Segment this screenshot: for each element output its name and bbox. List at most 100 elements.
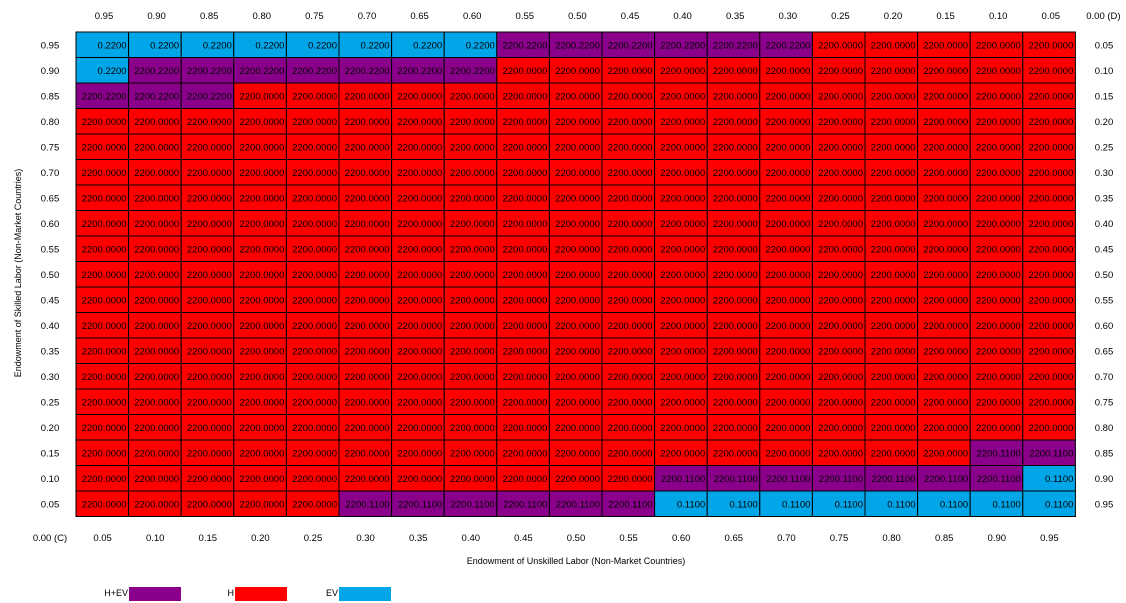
- heatmap-cell: 2200.2200: [75, 82, 130, 109]
- left-tick-label: 0.10: [41, 474, 60, 485]
- heatmap-cell: 2200.0000: [180, 388, 235, 415]
- cell-value: 2200.0000: [345, 219, 390, 230]
- heatmap-cell: 2200.0000: [285, 261, 340, 288]
- right-tick-label: 0.70: [1095, 372, 1114, 383]
- cell-value: 2200.0000: [660, 193, 705, 204]
- cell-value: 2200.0000: [134, 397, 179, 408]
- cell-rect: [969, 108, 1024, 135]
- heatmap-cell: 2200.0000: [548, 414, 603, 441]
- legend-swatch: [235, 587, 287, 601]
- cell-rect: [864, 363, 919, 390]
- cell-rect: [864, 261, 919, 288]
- cell-rect: [864, 210, 919, 237]
- heatmap-cell: 2200.0000: [601, 184, 656, 211]
- cell-rect: [969, 312, 1024, 339]
- cell-value: 2200.0000: [713, 397, 758, 408]
- cell-rect: [864, 82, 919, 109]
- heatmap-cell: 2200.0000: [285, 210, 340, 237]
- legend-label: EV: [326, 588, 338, 598]
- cell-value: 2200.0000: [82, 295, 127, 306]
- cell-rect: [233, 337, 287, 364]
- cell-value: 2200.0000: [713, 142, 758, 153]
- cell-value: 2200.0000: [555, 168, 600, 179]
- bottom-tick-label: 0.10: [146, 533, 165, 544]
- left-tick-label: 0.15: [41, 448, 60, 459]
- cell-value: 2200.0000: [976, 66, 1021, 77]
- cell-value: 2200.0000: [608, 295, 653, 306]
- cell-rect: [654, 465, 708, 492]
- cell-value: 2200.0000: [871, 142, 916, 153]
- heatmap-cell: 2200.0000: [917, 261, 971, 288]
- cell-value: 2200.0000: [292, 219, 337, 230]
- cell-value: 2200.0000: [450, 117, 495, 128]
- cell-value: 2200.0000: [345, 193, 390, 204]
- cell-value: 2200.0000: [555, 423, 600, 434]
- cell-value: 2200.0000: [397, 117, 442, 128]
- heatmap-cell: 2200.0000: [338, 159, 393, 186]
- heatmap-cell: 2200.1100: [338, 490, 393, 517]
- cell-value: 2200.0000: [82, 193, 127, 204]
- cell-value: 2200.0000: [82, 474, 127, 485]
- heatmap-cell: 2200.0000: [654, 159, 708, 186]
- cell-value: 2200.0000: [765, 168, 810, 179]
- heatmap-cell: 2200.0000: [1022, 31, 1076, 58]
- cell-rect: [917, 414, 971, 441]
- heatmap-cell: 2200.0000: [811, 210, 866, 237]
- heatmap-cell: 2200.0000: [917, 31, 971, 58]
- cell-rect: [917, 159, 971, 186]
- cell-rect: [759, 439, 813, 466]
- cell-value: 2200.0000: [818, 66, 863, 77]
- cell-value: 2200.0000: [239, 372, 284, 383]
- cell-rect: [811, 133, 866, 160]
- top-tick-label: 0.75: [305, 11, 324, 22]
- heatmap-cell: 2200.0000: [864, 414, 919, 441]
- cell-rect: [338, 388, 393, 415]
- cell-value: 2200.0000: [976, 397, 1021, 408]
- heatmap-cell: 2200.0000: [969, 159, 1024, 186]
- cell-rect: [548, 31, 603, 58]
- heatmap-cell: 2200.0000: [864, 31, 919, 58]
- cell-value: 2200.0000: [450, 193, 495, 204]
- heatmap-cell: 2200.0000: [233, 490, 287, 517]
- heatmap-cell: 2200.0000: [180, 184, 235, 211]
- heatmap-cell: 2200.0000: [548, 439, 603, 466]
- cell-rect: [496, 108, 550, 135]
- heatmap-cell: 2200.0000: [180, 286, 235, 313]
- cell-value: 2200.0000: [292, 397, 337, 408]
- heatmap-cell: 2200.0000: [759, 133, 813, 160]
- cell-value: 2200.0000: [1028, 295, 1073, 306]
- cell-rect: [759, 414, 813, 441]
- cell-rect: [443, 235, 498, 262]
- heatmap-cell: 2200.0000: [285, 82, 340, 109]
- heatmap-cell: 2200.0000: [654, 286, 708, 313]
- top-tick-label: 0.85: [200, 11, 219, 22]
- heatmap-cell: 2200.0000: [180, 108, 235, 135]
- heatmap-cell: 2200.0000: [706, 414, 761, 441]
- heatmap-cell: 2200.0000: [654, 388, 708, 415]
- cell-rect: [128, 337, 182, 364]
- heatmap-cell: 2200.2200: [654, 31, 708, 58]
- heatmap-cell: 2200.0000: [864, 108, 919, 135]
- heatmap-cell: 2200.0000: [601, 133, 656, 160]
- bottom-tick-label: 0.15: [199, 533, 218, 544]
- heatmap-cell: 2200.0000: [811, 337, 866, 364]
- cell-value: 2200.0000: [239, 346, 284, 357]
- heatmap-cell: 2200.0000: [917, 184, 971, 211]
- heatmap-cell: 2200.0000: [338, 286, 393, 313]
- heatmap-cell: 2200.0000: [811, 108, 866, 135]
- cell-value: 2200.0000: [345, 346, 390, 357]
- cell-rect: [1022, 159, 1076, 186]
- cell-rect: [180, 286, 235, 313]
- cell-value: 2200.0000: [608, 270, 653, 281]
- heatmap-cell: 2200.0000: [233, 465, 287, 492]
- heatmap-cell: 2200.0000: [338, 133, 393, 160]
- cell-rect: [443, 159, 498, 186]
- cell-value: 2200.0000: [555, 142, 600, 153]
- left-tick-label: 0.80: [41, 117, 60, 128]
- cell-value: 2200.0000: [765, 448, 810, 459]
- cell-value: 2200.0000: [82, 423, 127, 434]
- heatmap-cell: 2200.0000: [706, 235, 761, 262]
- heatmap-cell: 2200.0000: [1022, 312, 1076, 339]
- heatmap-cell: 2200.0000: [759, 184, 813, 211]
